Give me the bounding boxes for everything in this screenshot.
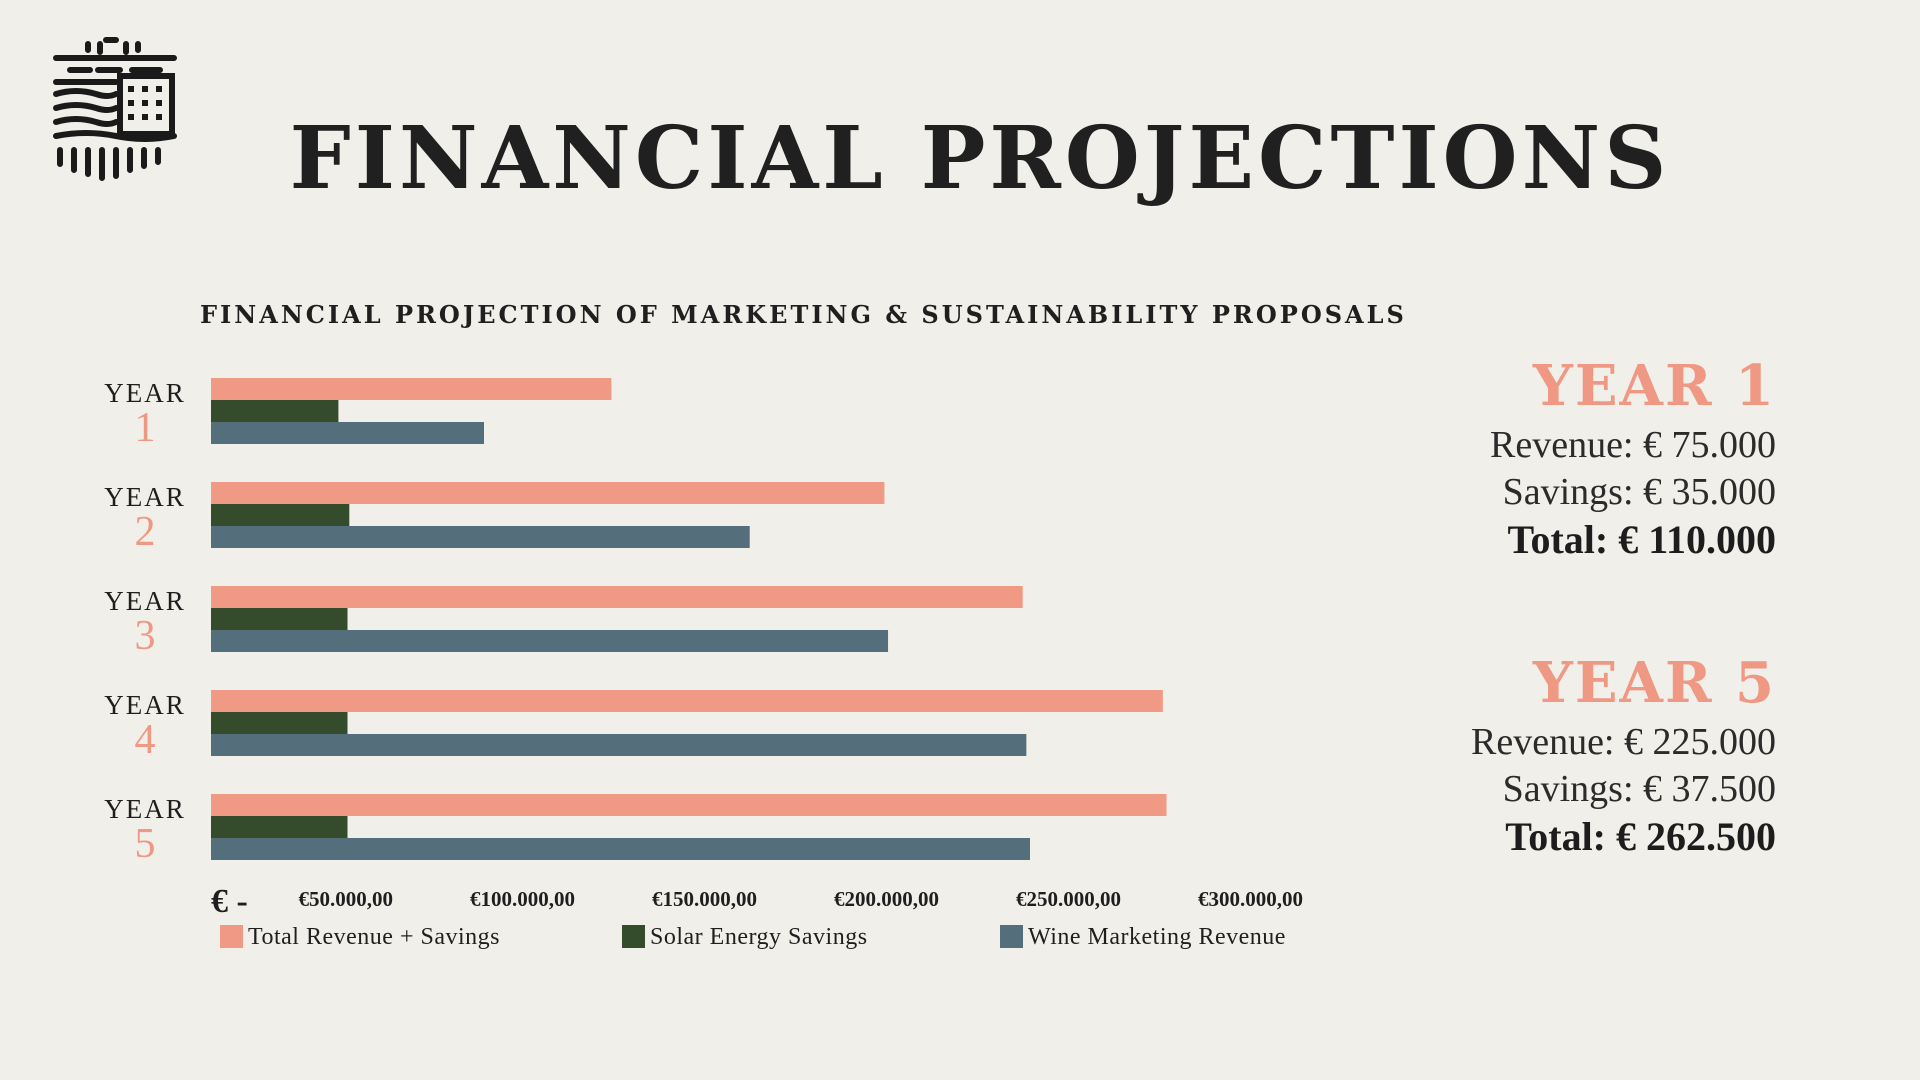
category-number-year-4: 4	[135, 717, 156, 763]
summary-year5-revenue: Revenue: € 225.000	[1470, 721, 1776, 763]
legend-label-2: Solar Energy Savings	[650, 924, 868, 950]
summary-year5-heading: YEAR 5	[1532, 650, 1776, 716]
bar-solar-energy-savings-year-2	[211, 504, 350, 526]
category-number-year-2: 2	[135, 509, 156, 555]
legend-swatch-1	[220, 925, 243, 948]
x-tick-label-5: €250.000,00	[1016, 887, 1121, 911]
category-label-year-4: YEAR	[104, 690, 186, 720]
x-tick-label-1: €50.000,00	[299, 887, 394, 911]
x-tick-label-6: €300.000,00	[1198, 887, 1303, 911]
bar-solar-energy-savings-year-1	[211, 400, 339, 422]
category-label-year-1: YEAR	[104, 378, 186, 408]
summary-year5-total: Total: € 262.500	[1471, 813, 1776, 860]
summary-year5-savings: Savings: € 37.500	[1502, 768, 1776, 810]
bar-wine-marketing-revenue-year-5	[211, 838, 1030, 860]
bar-total-revenue-savings-year-5	[211, 794, 1167, 816]
summary-year1-savings: Savings: € 35.000	[1502, 471, 1776, 513]
category-number-year-3: 3	[135, 613, 156, 659]
bar-total-revenue-savings-year-1	[211, 378, 612, 400]
summary-year1-total: Total: € 110.000	[1490, 516, 1776, 563]
winery-logo-icon	[53, 37, 177, 181]
bar-solar-energy-savings-year-5	[211, 816, 348, 838]
x-tick-label-3: €150.000,00	[652, 887, 757, 911]
summary-year5: YEAR 5 Revenue: € 225.000 Savings: € 37.…	[1471, 647, 1776, 860]
category-label-year-3: YEAR	[104, 586, 186, 616]
bar-wine-marketing-revenue-year-4	[211, 734, 1027, 756]
bar-wine-marketing-revenue-year-3	[211, 630, 889, 652]
bar-solar-energy-savings-year-4	[211, 712, 348, 734]
x-tick-label-zero: € -	[211, 883, 248, 920]
bar-solar-energy-savings-year-3	[211, 608, 348, 630]
category-label-year-2: YEAR	[104, 482, 186, 512]
summary-year5-total-value: € 262.500	[1616, 814, 1776, 859]
summary-year1: YEAR 1 Revenue: € 75.000 Savings: € 35.0…	[1490, 350, 1776, 563]
legend-label-3: Wine Marketing Revenue	[1028, 924, 1286, 950]
category-number-year-1: 1	[135, 405, 156, 451]
x-tick-label-4: €200.000,00	[834, 887, 939, 911]
summary-year1-total-label: Total:	[1507, 517, 1609, 562]
bar-wine-marketing-revenue-year-1	[211, 422, 484, 444]
chart-title: Financial Projection of Marketing & Sust…	[200, 300, 1407, 329]
x-tick-label-2: €100.000,00	[470, 887, 575, 911]
bar-total-revenue-savings-year-4	[211, 690, 1163, 712]
category-number-year-5: 5	[135, 821, 156, 867]
legend-swatch-2	[622, 925, 645, 948]
legend-label-1: Total Revenue + Savings	[248, 924, 500, 950]
summary-year1-revenue: Revenue: € 75.000	[1489, 424, 1776, 466]
summary-year1-total-value: € 110.000	[1618, 517, 1776, 562]
page-title: Financial Projections	[289, 108, 1671, 209]
legend-swatch-3	[1000, 925, 1023, 948]
bar-total-revenue-savings-year-2	[211, 482, 885, 504]
summary-year5-total-label: Total:	[1505, 814, 1606, 859]
summary-year1-heading: YEAR 1	[1532, 353, 1776, 419]
bar-wine-marketing-revenue-year-2	[211, 526, 750, 548]
category-label-year-5: YEAR	[104, 794, 186, 824]
bar-total-revenue-savings-year-3	[211, 586, 1023, 608]
